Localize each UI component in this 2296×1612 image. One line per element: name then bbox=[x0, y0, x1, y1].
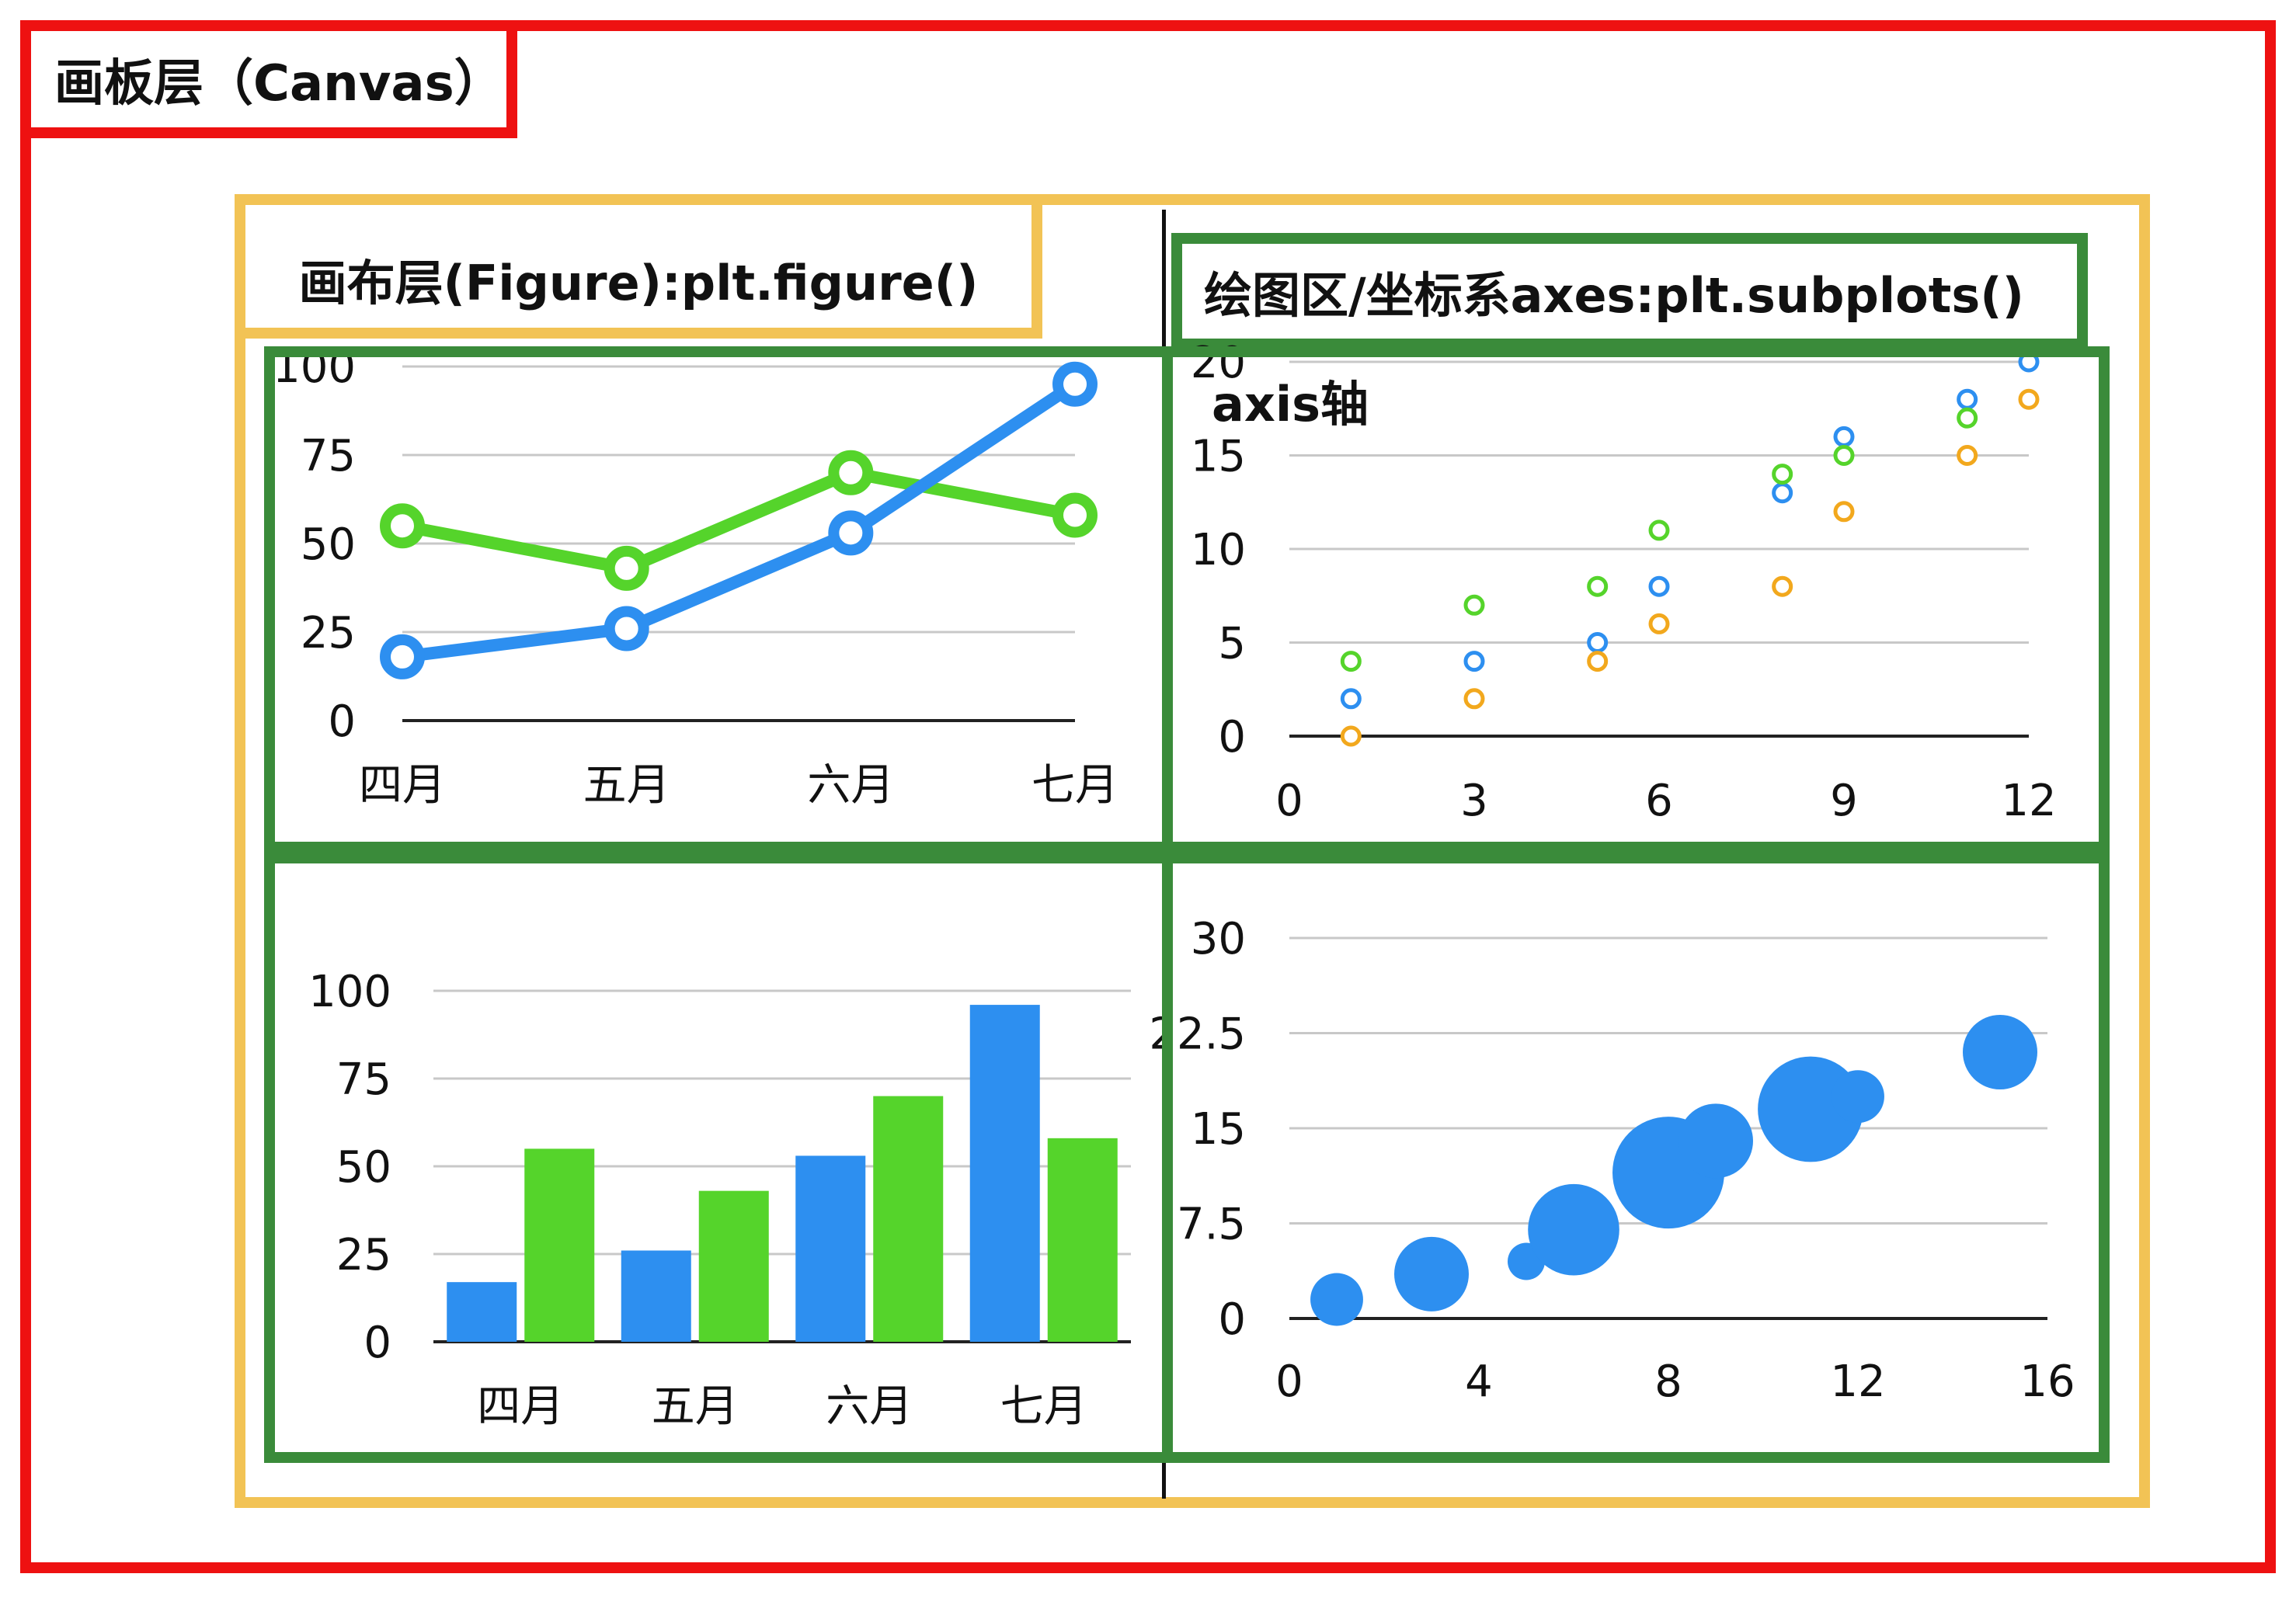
y-tick-label: 50 bbox=[336, 1142, 391, 1193]
axes-frame-bottom-right bbox=[1162, 853, 2110, 1463]
bubble bbox=[1528, 1183, 1619, 1276]
y-tick-label: 30 bbox=[1191, 914, 1246, 964]
axes-frame-top-left bbox=[264, 346, 1173, 853]
x-tick-label: 16 bbox=[2019, 1357, 2075, 1407]
bar-chart: 0 25 50 75 100 四月 五月 六月 七月 bbox=[308, 967, 1131, 1432]
y-tick-label: 75 bbox=[301, 431, 356, 481]
data-point bbox=[1833, 445, 1855, 466]
y-tick-label: 100 bbox=[308, 967, 391, 1017]
x-tick-label: 六月 bbox=[826, 1381, 913, 1432]
y-tick-label: 10 bbox=[1191, 525, 1246, 575]
data-point bbox=[1340, 651, 1362, 672]
data-point bbox=[1648, 519, 1670, 541]
data-point bbox=[1463, 594, 1485, 616]
y-tick-label: 15 bbox=[1191, 1104, 1246, 1155]
data-point bbox=[828, 450, 874, 495]
data-point bbox=[1340, 688, 1362, 710]
data-point bbox=[1587, 575, 1609, 597]
data-point bbox=[1587, 651, 1609, 672]
x-tick-label: 3 bbox=[1460, 776, 1488, 826]
bar bbox=[1047, 1138, 1118, 1342]
bubble bbox=[1832, 1070, 1884, 1124]
bubble bbox=[1963, 1015, 2037, 1089]
y-tick-label: 0 bbox=[328, 697, 356, 747]
data-point bbox=[1463, 688, 1485, 710]
y-tick-label: 75 bbox=[336, 1054, 391, 1105]
bar bbox=[447, 1282, 517, 1342]
series-line bbox=[401, 466, 1077, 575]
data-point bbox=[380, 503, 425, 549]
data-point bbox=[604, 545, 649, 591]
x-tick-label: 12 bbox=[2001, 776, 2056, 826]
data-point bbox=[604, 606, 649, 651]
x-tick-label: 4 bbox=[1465, 1357, 1493, 1407]
data-point bbox=[1648, 613, 1670, 634]
data-point bbox=[1648, 575, 1670, 597]
bar bbox=[698, 1190, 769, 1342]
figure-label-box: 画布层(Figure):plt.figure() bbox=[235, 194, 1042, 339]
axes-frame-bottom-left bbox=[264, 853, 1173, 1463]
data-point bbox=[1772, 575, 1793, 597]
bubble bbox=[1394, 1236, 1469, 1311]
data-point bbox=[1772, 464, 1793, 485]
canvas-label: 画板层（Canvas） bbox=[54, 55, 504, 113]
x-tick-label: 12 bbox=[1830, 1357, 1885, 1407]
y-tick-label: 7.5 bbox=[1177, 1200, 1246, 1250]
canvas-frame bbox=[20, 20, 2276, 1573]
y-tick-label: 15 bbox=[1191, 432, 1246, 482]
bar bbox=[969, 1005, 1040, 1342]
data-point bbox=[2018, 388, 2040, 410]
data-point bbox=[380, 634, 425, 679]
bar bbox=[524, 1148, 595, 1342]
axes-frame-top-right bbox=[1162, 346, 2110, 853]
data-point bbox=[828, 510, 874, 556]
data-point bbox=[1052, 361, 1098, 407]
data-point bbox=[1957, 445, 1978, 466]
y-tick-label: 25 bbox=[336, 1230, 391, 1280]
axis-label: axis轴 bbox=[1212, 376, 1369, 433]
series-line bbox=[401, 379, 1079, 663]
y-tick-label: 20 bbox=[1191, 338, 1246, 388]
y-tick-label: 25 bbox=[301, 608, 356, 658]
x-tick-label: 6 bbox=[1645, 776, 1673, 826]
data-point bbox=[1957, 407, 1978, 429]
data-point bbox=[1052, 492, 1098, 538]
canvas-label-box: 画板层（Canvas） bbox=[20, 20, 517, 138]
y-tick-label: 0 bbox=[364, 1318, 391, 1368]
y-tick-label: 5 bbox=[1218, 619, 1246, 669]
data-point bbox=[1463, 651, 1485, 672]
data-point bbox=[1340, 725, 1362, 747]
x-tick-label: 四月 bbox=[477, 1381, 564, 1432]
x-tick-label: 8 bbox=[1654, 1357, 1682, 1407]
x-tick-label: 9 bbox=[1830, 776, 1858, 826]
y-tick-label: 50 bbox=[301, 519, 356, 570]
x-tick-label: 七月 bbox=[1031, 760, 1118, 811]
bar bbox=[795, 1155, 866, 1342]
x-tick-label: 四月 bbox=[359, 760, 446, 811]
x-tick-label: 五月 bbox=[652, 1381, 739, 1432]
bar bbox=[621, 1250, 691, 1342]
x-tick-label: 七月 bbox=[1000, 1381, 1087, 1432]
bar bbox=[873, 1096, 944, 1342]
bubble bbox=[1310, 1273, 1363, 1326]
y-tick-label: 0 bbox=[1218, 1294, 1246, 1345]
x-tick-label: 0 bbox=[1275, 776, 1303, 826]
data-point bbox=[1833, 501, 1855, 523]
figure-label: 画布层(Figure):plt.figure() bbox=[298, 255, 979, 311]
x-tick-label: 六月 bbox=[807, 760, 894, 811]
y-tick-label: 0 bbox=[1218, 712, 1246, 763]
bubble bbox=[1679, 1103, 1753, 1179]
axes-label: 绘图区/坐标系axes:plt.subplots() bbox=[1204, 267, 2024, 324]
x-tick-label: 0 bbox=[1275, 1357, 1303, 1407]
x-tick-label: 五月 bbox=[583, 760, 670, 811]
scatter-chart: 0 5 10 15 20 0 3 6 9 12 bbox=[1191, 338, 2057, 826]
